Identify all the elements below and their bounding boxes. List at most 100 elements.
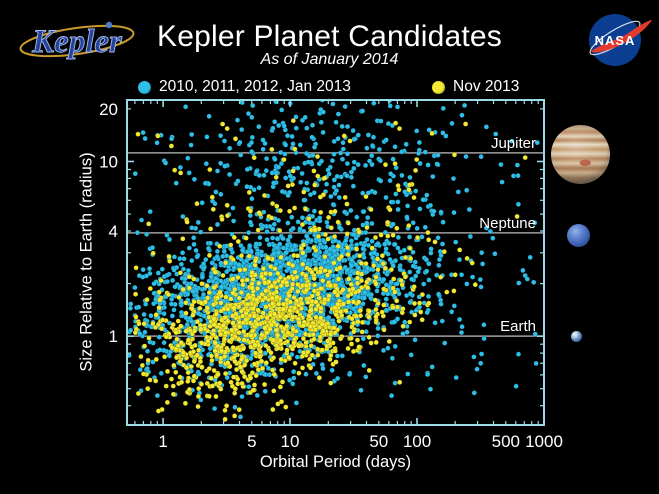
data-point [386,240,392,246]
data-point [444,289,450,295]
data-point [382,229,389,236]
data-point [316,375,322,381]
data-point [253,168,260,175]
data-point [373,274,379,280]
data-point [279,188,286,195]
data-point [323,244,329,250]
data-point [154,140,160,146]
data-point [155,133,161,139]
data-point [256,124,262,130]
data-point [191,241,197,248]
data-point [428,246,434,252]
data-point [237,139,243,146]
data-point [371,100,377,106]
data-point [466,206,473,213]
data-point [429,364,435,370]
data-point [471,354,477,360]
data-point [388,266,395,273]
data-point [185,337,192,343]
data-point [155,408,162,414]
data-point [269,300,276,307]
data-point [231,234,237,241]
x-axis-tick-label: 50 [369,432,388,451]
data-point [469,274,476,280]
data-point [300,336,307,342]
data-point [279,107,285,113]
data-point [225,318,231,324]
data-point [344,123,351,130]
data-point [412,259,418,265]
data-point [197,358,204,365]
data-point [254,285,261,292]
data-point [173,329,179,336]
data-point [292,269,298,275]
data-point [218,300,224,306]
data-point [462,121,469,127]
data-point [264,237,270,243]
data-point [211,316,217,322]
data-point [358,260,364,266]
data-point [273,342,279,349]
data-point [348,169,355,175]
data-point [350,306,357,312]
data-point [273,261,279,267]
data-point [241,374,248,380]
data-point [436,262,442,268]
data-point [320,109,326,115]
data-point [370,134,377,140]
data-point [270,355,277,361]
data-point [309,352,315,358]
data-point [458,272,465,278]
data-point [483,124,490,130]
data-point [360,190,366,196]
data-point [262,280,268,286]
data-point [300,250,306,256]
data-point [270,337,276,343]
data-point [239,126,245,133]
data-point [217,331,224,337]
data-point [392,161,398,167]
x-axis-tick-label: 100 [403,432,431,451]
data-point [235,376,241,382]
data-point [212,340,218,346]
data-point [142,329,148,335]
data-point [397,379,403,385]
data-point [399,172,405,179]
data-point [287,307,293,314]
data-point [373,306,379,313]
data-point [237,414,244,420]
data-point [283,249,289,256]
data-point [375,333,381,339]
data-point [342,194,348,201]
data-point [225,360,231,366]
data-point [392,144,398,150]
data-point [336,318,342,324]
data-point [164,232,170,238]
data-point [303,233,310,239]
data-point [268,215,275,221]
data-point [229,327,235,333]
data-point [218,278,224,284]
data-point [335,301,341,307]
data-point [190,378,197,384]
data-point [409,309,415,315]
data-point [312,227,318,233]
data-point [186,386,193,393]
data-point [471,390,477,396]
data-point [331,325,337,331]
data-point [329,157,336,164]
data-point [188,142,194,148]
data-point [250,387,256,393]
data-point [449,120,455,127]
data-point [217,289,223,295]
data-point [371,262,377,269]
data-point [324,219,330,225]
data-point [263,288,269,294]
data-point [243,310,249,316]
data-point [209,383,216,389]
data-point [328,380,334,386]
data-point [135,131,141,137]
data-point [127,305,134,311]
data-point [323,181,330,187]
data-point [291,369,297,375]
